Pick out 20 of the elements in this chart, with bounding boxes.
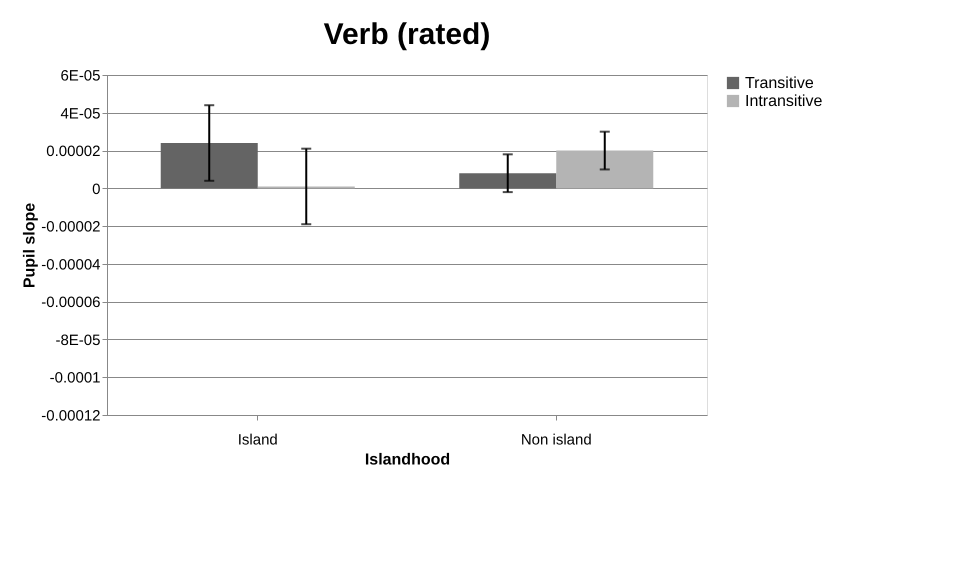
y-tick-label: 4E-05 <box>60 105 100 122</box>
y-tick-label: 0 <box>92 180 100 198</box>
y-tick-label: -0.00004 <box>41 256 100 274</box>
y-tick-label: -0.00002 <box>41 218 100 236</box>
y-tick-label: -0.00012 <box>41 408 100 424</box>
y-tick-label: -0.0001 <box>50 370 100 387</box>
x-axis-title: Islandhood <box>364 452 450 468</box>
chart-title: Verb (rated) <box>324 18 490 51</box>
legend-label: Transitive <box>745 75 814 92</box>
y-axis-title: Pupil slope <box>21 202 38 288</box>
bar <box>459 173 556 188</box>
x-tick-label: Island <box>238 432 278 448</box>
y-tick-label: 0.00002 <box>46 143 100 160</box>
y-tick-label: -0.00006 <box>41 294 100 312</box>
x-tick-label: Non island <box>520 432 592 448</box>
y-tick-label: -8E-05 <box>55 332 100 349</box>
bar <box>556 150 654 188</box>
legend-label: Intransitive <box>745 93 822 110</box>
bar <box>160 143 258 188</box>
y-tick-label: 6E-05 <box>60 68 100 84</box>
